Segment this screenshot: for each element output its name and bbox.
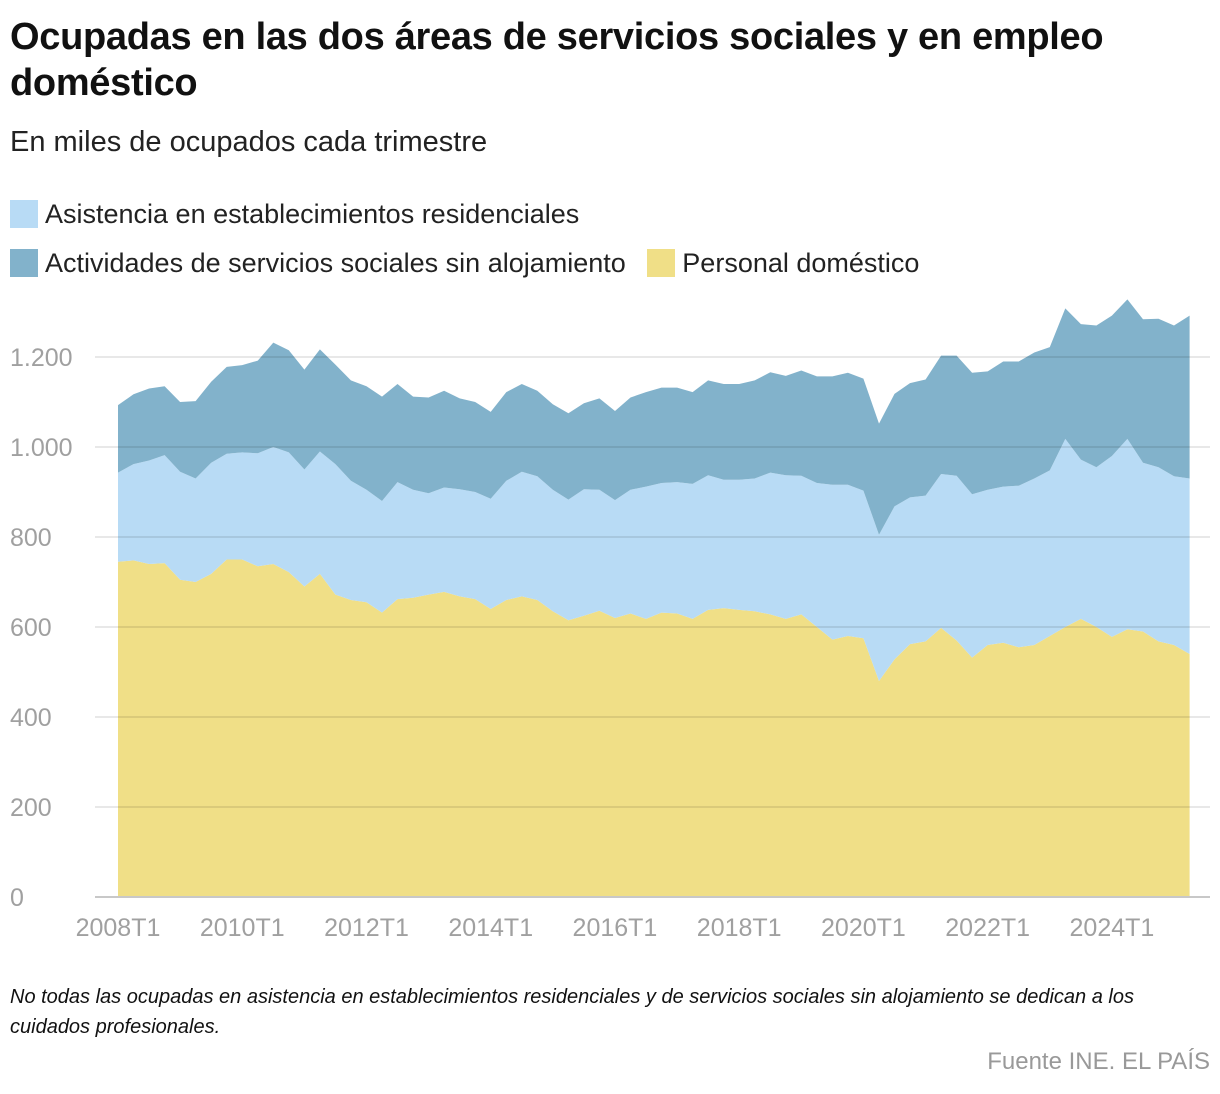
- legend-swatch: [10, 249, 38, 277]
- legend-item-asistencia: Asistencia en establecimientos residenci…: [10, 192, 579, 236]
- y-tick-label: 0: [10, 884, 24, 912]
- y-tick-label: 600: [10, 614, 52, 642]
- legend-label: Asistencia en establecimientos residenci…: [45, 199, 580, 229]
- x-tick-label: 2016T1: [573, 914, 658, 942]
- x-tick-label: 2012T1: [324, 914, 409, 942]
- x-tick-label: 2008T1: [76, 914, 161, 942]
- area-personal-domestico: [118, 559, 1190, 897]
- legend-swatch: [10, 200, 38, 228]
- source: Fuente INE. EL PAÍS: [987, 1048, 1210, 1075]
- x-tick-label: 2018T1: [697, 914, 782, 942]
- x-tick-label: 2014T1: [448, 914, 533, 942]
- stacked-area-chart: 0 200 400 600 800 1.000 1.200 2008T1 2010T1 2012…: [10, 299, 1210, 942]
- x-tick-label: 2020T1: [821, 914, 906, 942]
- legend: Asistencia en establecimientos residenci…: [10, 192, 1210, 290]
- legend-item-actividades: Actividades de servicios sociales sin al…: [10, 241, 626, 285]
- chart-title: Ocupadas en las dos áreas de servicios s…: [10, 16, 1104, 104]
- x-tick-label: 2022T1: [945, 914, 1030, 942]
- area-asistencia-en-establecimientos-residenciales: [118, 438, 1190, 681]
- y-tick-label: 200: [10, 794, 52, 822]
- chart-subtitle: En miles de ocupados cada trimestre: [10, 126, 488, 158]
- y-tick-label: 1.200: [10, 344, 73, 372]
- x-tick-label: 2024T1: [1070, 914, 1155, 942]
- footnote: No todas las ocupadas en asistencia en e…: [10, 986, 1134, 1038]
- y-tick-label: 800: [10, 524, 52, 552]
- x-tick-label: 2010T1: [200, 914, 285, 942]
- legend-item-personal-domestico: Personal doméstico: [647, 241, 919, 285]
- legend-label: Personal doméstico: [682, 248, 920, 278]
- y-tick-label: 1.000: [10, 434, 73, 462]
- area-actividades-de-servicios-sociales-sin-alojamiento: [118, 299, 1190, 535]
- y-tick-label: 400: [10, 704, 52, 732]
- legend-swatch: [647, 249, 676, 277]
- legend-label: Actividades de servicios sociales sin al…: [45, 248, 626, 278]
